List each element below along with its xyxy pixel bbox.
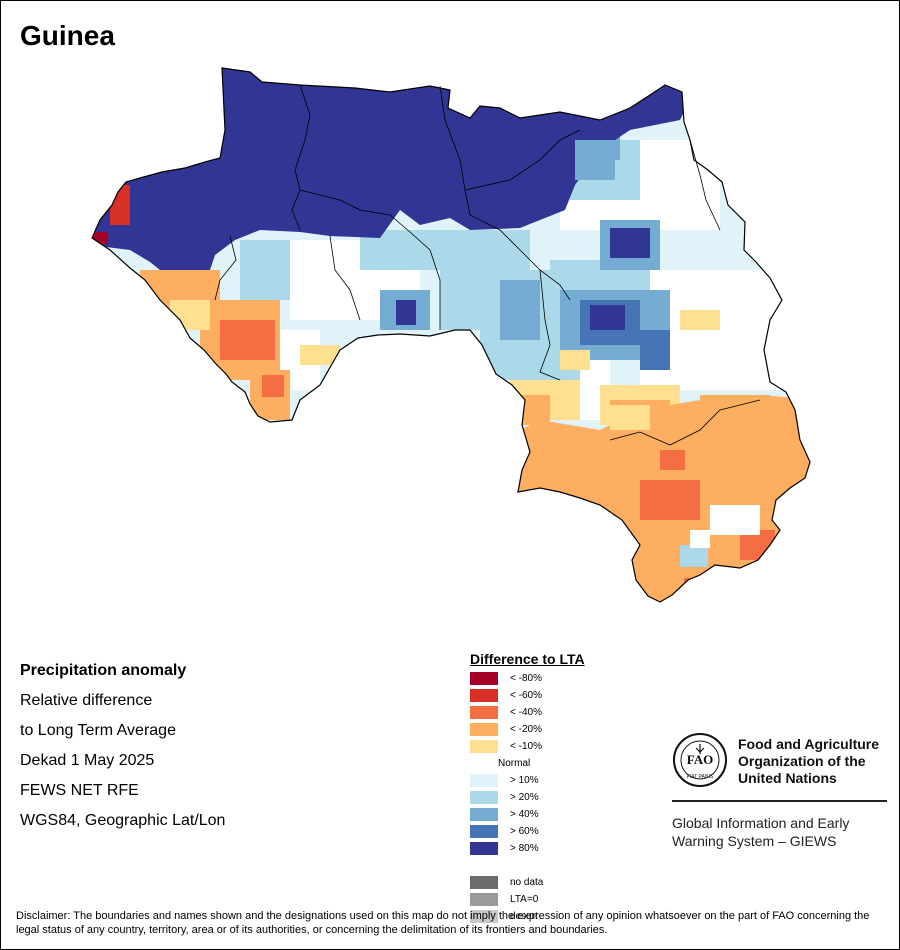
svg-text:FAO: FAO bbox=[687, 752, 713, 767]
legend-label: < -80% bbox=[510, 672, 542, 684]
legend-swatch bbox=[470, 824, 498, 838]
legend-item: > 40% bbox=[470, 807, 539, 821]
legend: Difference to LTA < -80% < -60% < -40% < -2… bbox=[470, 651, 585, 923]
legend-item: < -80% bbox=[470, 671, 542, 685]
legend-item: < -40% bbox=[470, 705, 542, 719]
info-line: to Long Term Average bbox=[20, 722, 176, 739]
map-info: Precipitation anomaly Relative differenc… bbox=[20, 656, 225, 836]
legend-label: > 40% bbox=[510, 808, 539, 820]
legend-label: < -20% bbox=[510, 723, 542, 735]
guinea-map bbox=[91, 67, 811, 603]
legend-label: < -10% bbox=[510, 740, 542, 752]
legend-swatch bbox=[470, 705, 498, 719]
legend-item: Normal bbox=[470, 756, 530, 770]
legend-swatch bbox=[470, 722, 498, 736]
legend-item: > 10% bbox=[470, 773, 539, 787]
giews-line: Global Information and Early bbox=[672, 815, 850, 831]
legend-item: < -60% bbox=[470, 688, 542, 702]
legend-item-extra: no data bbox=[470, 875, 543, 889]
legend-item-extra: desert bbox=[470, 909, 538, 923]
legend-item: < -10% bbox=[470, 739, 542, 753]
legend-label: no data bbox=[510, 876, 544, 888]
legend-label: > 80% bbox=[510, 842, 539, 854]
legend-swatch bbox=[470, 892, 498, 906]
legend-swatch bbox=[470, 773, 498, 787]
legend-label: > 10% bbox=[510, 774, 539, 786]
fao-name: Food and Agriculture Organization of the… bbox=[738, 736, 898, 787]
legend-label: LTA=0 bbox=[510, 893, 539, 905]
info-line: Relative difference bbox=[20, 692, 153, 709]
legend-label: < -60% bbox=[510, 689, 542, 701]
legend-item-extra: LTA=0 bbox=[470, 892, 538, 906]
legend-label: > 60% bbox=[510, 825, 539, 837]
fao-name-line: Organization of the bbox=[738, 753, 866, 769]
legend-swatch bbox=[470, 909, 498, 923]
legend-swatch bbox=[470, 688, 498, 702]
giews-line: Warning System – GIEWS bbox=[672, 833, 837, 849]
legend-swatch bbox=[470, 875, 498, 889]
legend-item: > 60% bbox=[470, 824, 539, 838]
fao-motto: FIAT PANIS bbox=[687, 774, 714, 780]
info-line: FEWS NET RFE bbox=[20, 782, 139, 799]
legend-label: > 20% bbox=[510, 791, 539, 803]
fao-logo-icon: FAO FIAT PANIS bbox=[673, 733, 727, 787]
legend-item: < -20% bbox=[470, 722, 542, 736]
legend-swatch bbox=[470, 807, 498, 821]
legend-title: Difference to LTA bbox=[470, 651, 585, 667]
legend-label: desert bbox=[510, 910, 538, 922]
legend-item: > 80% bbox=[470, 841, 539, 855]
info-line: Dekad 1 May 2025 bbox=[20, 752, 155, 769]
fao-divider bbox=[672, 800, 887, 802]
disclaimer: Disclaimer: The boundaries and names sho… bbox=[16, 910, 870, 936]
legend-item: > 20% bbox=[470, 790, 539, 804]
info-line: WGS84, Geographic Lat/Lon bbox=[20, 812, 226, 829]
legend-label: < -40% bbox=[510, 706, 542, 718]
info-heading: Precipitation anomaly bbox=[20, 662, 187, 679]
giews-name: Global Information and Early Warning Sys… bbox=[672, 814, 900, 850]
legend-swatch bbox=[470, 841, 498, 855]
map-title: Guinea bbox=[20, 20, 115, 51]
legend-swatch bbox=[470, 739, 498, 753]
legend-label: Normal bbox=[498, 757, 531, 769]
legend-swatch bbox=[470, 671, 498, 685]
fao-name-line: Food and Agriculture bbox=[738, 736, 880, 752]
fao-branding: FAO FIAT PANIS Food and Agriculture Orga… bbox=[672, 732, 887, 849]
fao-name-line: United Nations bbox=[738, 770, 837, 786]
legend-swatch bbox=[470, 790, 498, 804]
